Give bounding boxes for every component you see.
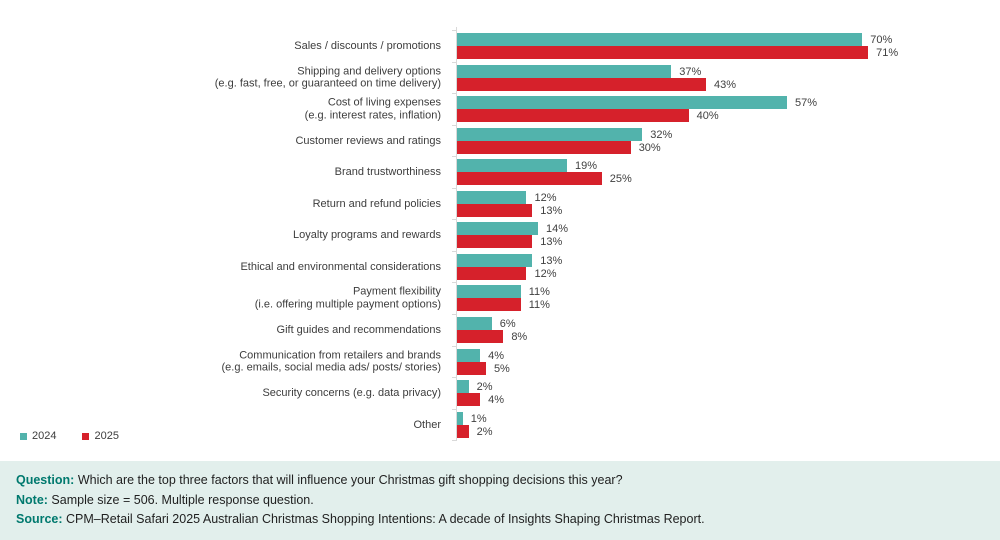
value-label-2024: 32% [650, 128, 673, 141]
axis-tick [452, 187, 456, 189]
source-line: Source: CPM–Retail Safari 2025 Australia… [16, 510, 984, 530]
value-label-2025: 5% [493, 362, 510, 375]
axis-tick [452, 124, 456, 126]
legend-swatch-2024 [20, 432, 27, 440]
note-line: Note: Sample size = 506. Multiple respon… [16, 491, 984, 511]
bar-2025 [457, 298, 521, 312]
note-label: Note: [16, 492, 48, 507]
bar-2025 [457, 393, 481, 407]
legend-label-2025: 2025 [94, 430, 119, 442]
category-label: Payment flexibility (i.e. offering multi… [254, 285, 441, 311]
bar-2024 [457, 348, 481, 362]
category-label: Loyalty programs and rewards [293, 229, 441, 242]
value-label-2025: 2% [476, 425, 493, 438]
axis-tick [452, 345, 456, 347]
value-label-2025: 25% [609, 173, 632, 186]
bar-2025 [457, 266, 527, 280]
value-label-2025: 43% [713, 78, 736, 91]
value-label-2024: 1% [470, 412, 487, 425]
value-label-2024: 11% [528, 286, 550, 299]
category-label: Shipping and delivery options (e.g. fast… [214, 65, 441, 90]
bar-2025 [457, 329, 504, 343]
category-label: Communication from retailers and brands … [221, 349, 441, 374]
bar-2024 [457, 33, 863, 46]
bar-2025 [457, 77, 706, 91]
chart-legend: 2024 2025 [20, 430, 119, 442]
value-label-2024: 70% [870, 34, 893, 46]
legend-swatch-2025 [82, 432, 90, 440]
value-label-2024: 57% [795, 97, 818, 110]
footer-note-band: Question: Which are the top three factor… [0, 461, 1000, 540]
source-text: CPM–Retail Safari 2025 Australian Christ… [62, 512, 705, 526]
value-label-2024: 13% [540, 254, 563, 267]
axis-tick [452, 408, 456, 410]
axis-tick [452, 250, 456, 252]
bar-2024 [457, 159, 567, 173]
value-label-2025: 11% [528, 299, 550, 312]
category-label: Customer reviews and ratings [295, 134, 441, 147]
axis-tick [452, 440, 456, 442]
axis-tick [452, 313, 456, 315]
value-label-2024: 19% [575, 160, 598, 173]
axis-tick [452, 219, 456, 221]
value-label-2024: 12% [534, 191, 557, 204]
category-label: Brand trustworthiness [334, 165, 441, 178]
bar-2025 [457, 140, 631, 154]
bar-2024 [457, 380, 469, 394]
axis-tick [452, 156, 456, 158]
axis-tick [452, 93, 456, 95]
bar-2025 [457, 46, 869, 59]
bar-chart: Sales / discounts / promotions 70% 71% Ship… [214, 27, 899, 442]
value-label-2025: 71% [876, 47, 899, 59]
bar-2025 [457, 172, 602, 186]
category-label: Security concerns (e.g. data privacy) [262, 386, 441, 399]
bar-2025 [457, 424, 469, 438]
question-text: Which are the top three factors that wil… [74, 473, 623, 487]
question-line: Question: Which are the top three factor… [16, 471, 984, 491]
category-label: Gift guides and recommendations [276, 323, 441, 336]
category-label: Cost of living expenses (e.g. interest r… [304, 96, 441, 122]
value-label-2024: 2% [476, 381, 493, 394]
bar-2024 [457, 190, 527, 204]
bar-2025 [457, 203, 533, 217]
value-label-2025: 8% [511, 330, 528, 343]
bar-2024 [457, 64, 672, 78]
bar-2024 [457, 127, 643, 141]
value-label-2024: 37% [679, 65, 702, 78]
category-label: Sales / discounts / promotions [294, 39, 441, 52]
legend-label-2024: 2024 [32, 430, 57, 442]
category-label: Other [413, 418, 441, 431]
value-label-2024: 4% [488, 349, 505, 362]
legend-item-2025: 2025 [82, 430, 119, 442]
value-label-2025: 30% [638, 141, 661, 154]
value-label-2024: 6% [499, 317, 516, 330]
value-label-2025: 13% [540, 236, 563, 249]
axis-tick [452, 61, 456, 63]
bar-2024 [457, 222, 539, 236]
value-label-2025: 4% [488, 394, 505, 407]
bar-2025 [457, 361, 486, 375]
bar-2024 [457, 316, 492, 330]
value-label-2025: 12% [534, 267, 557, 280]
note-text: Sample size = 506. Multiple response que… [47, 492, 314, 507]
value-label-2025: 40% [696, 110, 719, 123]
bar-2024 [457, 253, 533, 267]
axis-tick [452, 282, 456, 284]
bar-2024 [457, 411, 463, 425]
bar-2025 [457, 109, 689, 123]
category-label: Return and refund policies [312, 197, 441, 210]
category-axis-line [456, 27, 457, 441]
axis-tick [452, 377, 456, 379]
bar-2025 [457, 235, 533, 249]
bar-2024 [457, 285, 521, 299]
legend-item-2024: 2024 [20, 430, 56, 442]
value-label-2024: 14% [546, 223, 569, 236]
axis-tick [452, 30, 456, 31]
source-label: Source: [16, 512, 63, 526]
bar-2024 [457, 96, 788, 110]
question-label: Question: [16, 473, 75, 487]
category-label: Ethical and environmental considerations [240, 260, 441, 273]
value-label-2025: 13% [540, 204, 563, 217]
